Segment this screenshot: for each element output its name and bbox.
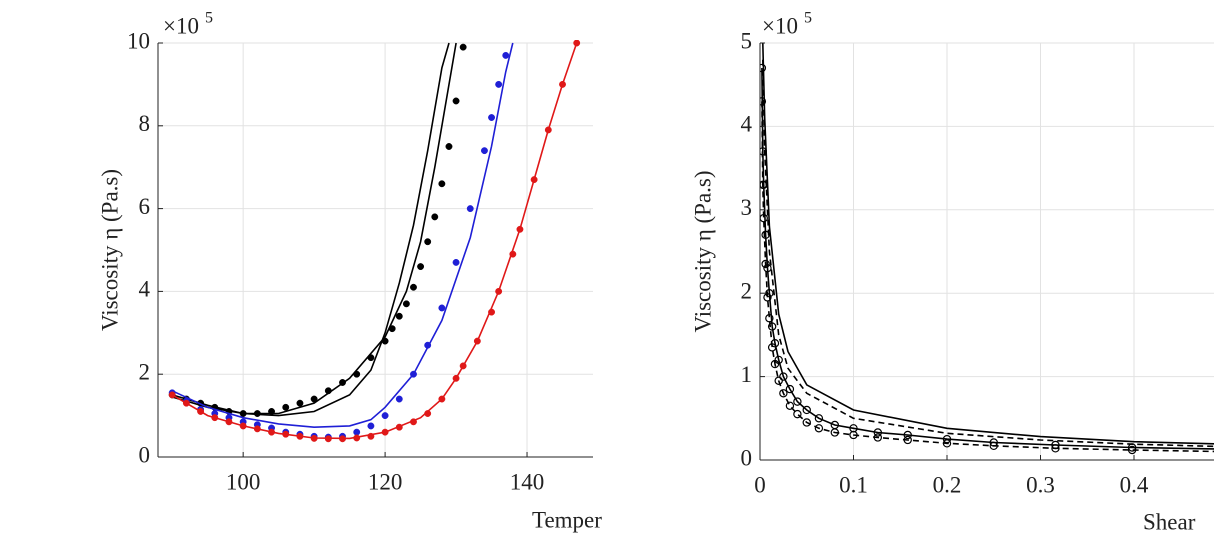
y-multiplier: ×10: [762, 13, 798, 38]
x-axis-label: Shear: [1143, 509, 1196, 534]
data-point: [1051, 444, 1060, 453]
y-tick-label: 0: [139, 442, 151, 467]
data-point: [802, 405, 811, 415]
series-line: [171, 42, 450, 417]
y-tick-label: 0: [741, 445, 753, 470]
data-point: [168, 391, 176, 399]
data-point: [424, 238, 432, 246]
data-point: [814, 414, 824, 423]
x-tick-label: 0.4: [1120, 472, 1149, 497]
x-tick-label: 140: [510, 469, 545, 494]
data-point: [410, 283, 417, 291]
data-point: [1127, 445, 1137, 455]
y-multiplier-exponent: 5: [205, 10, 213, 27]
data-point: [763, 263, 772, 273]
plot-area: [158, 40, 593, 458]
data-point: [761, 259, 770, 269]
y-axis-label: Viscosity η (Pa.s): [690, 170, 715, 332]
y-tick-label: 4: [139, 277, 151, 302]
data-point: [942, 439, 952, 448]
x-tick-label: 0.1: [839, 472, 868, 497]
data-point: [466, 205, 474, 213]
series-line: [762, 59, 1214, 448]
data-point: [381, 412, 389, 420]
y-tick-label: 10: [127, 28, 150, 53]
data-point: [445, 143, 453, 150]
data-point: [395, 312, 403, 320]
data-point: [761, 230, 770, 240]
data-point: [431, 213, 439, 221]
series-line: [171, 42, 514, 429]
data-point: [873, 433, 883, 442]
data-point: [760, 180, 768, 189]
data-point: [395, 395, 403, 403]
data-point: [767, 322, 777, 331]
data-point: [814, 424, 824, 433]
data-point: [779, 389, 788, 398]
data-point: [767, 343, 777, 352]
data-point: [1127, 443, 1137, 452]
series-line: [762, 42, 1214, 445]
x-tick-label: 120: [368, 469, 403, 494]
data-point: [793, 409, 802, 419]
data-point: [760, 97, 767, 106]
y-axis-label: Viscosity η (Pa.s): [97, 169, 122, 331]
data-point: [802, 418, 811, 427]
data-point: [438, 180, 446, 188]
y-tick-label: 8: [139, 111, 151, 136]
y-multiplier-exponent: 5: [804, 10, 812, 27]
data-point: [495, 80, 503, 88]
x-tick-label: 100: [226, 469, 261, 494]
data-point: [353, 428, 361, 436]
y-tick-label: 1: [741, 362, 753, 387]
x-tick-label: 0.3: [1026, 472, 1055, 497]
data-point: [367, 422, 375, 430]
data-point: [282, 403, 290, 411]
data-point: [793, 397, 802, 406]
data-point: [502, 51, 510, 59]
y-tick-label: 3: [741, 195, 753, 220]
series-line: [761, 101, 1214, 453]
data-point: [903, 430, 912, 440]
data-point: [452, 258, 460, 266]
data-point: [765, 289, 774, 298]
x-axis-label: Temper: [532, 507, 602, 532]
data-point: [779, 372, 788, 381]
data-point: [903, 435, 912, 445]
data-point: [296, 399, 304, 407]
data-point: [459, 43, 467, 51]
data-point: [452, 97, 460, 105]
data-point: [785, 384, 795, 394]
y-tick-label: 5: [741, 28, 753, 53]
x-tick-label: 0: [754, 472, 766, 497]
y-tick-label: 4: [741, 112, 753, 137]
data-point: [765, 314, 774, 323]
data-point: [873, 428, 883, 437]
y-tick-label: 2: [139, 359, 151, 384]
y-tick-label: 6: [139, 194, 151, 219]
data-point: [830, 428, 840, 437]
data-point: [402, 300, 410, 308]
x-tick-label: 0.2: [933, 472, 962, 497]
data-point: [438, 304, 446, 312]
data-point: [488, 114, 495, 121]
data-point: [785, 401, 795, 410]
data-point: [770, 359, 780, 369]
data-point: [774, 376, 783, 385]
series-line: [171, 42, 578, 440]
y-multiplier: ×10: [163, 13, 199, 38]
plot-area: [760, 42, 1214, 461]
data-point: [481, 147, 488, 155]
data-point: [989, 441, 998, 451]
data-point: [760, 63, 767, 73]
series-line: [761, 67, 1214, 450]
data-point: [849, 430, 858, 440]
data-point: [417, 263, 425, 271]
data-point: [763, 293, 772, 302]
y-tick-label: 2: [741, 278, 753, 303]
